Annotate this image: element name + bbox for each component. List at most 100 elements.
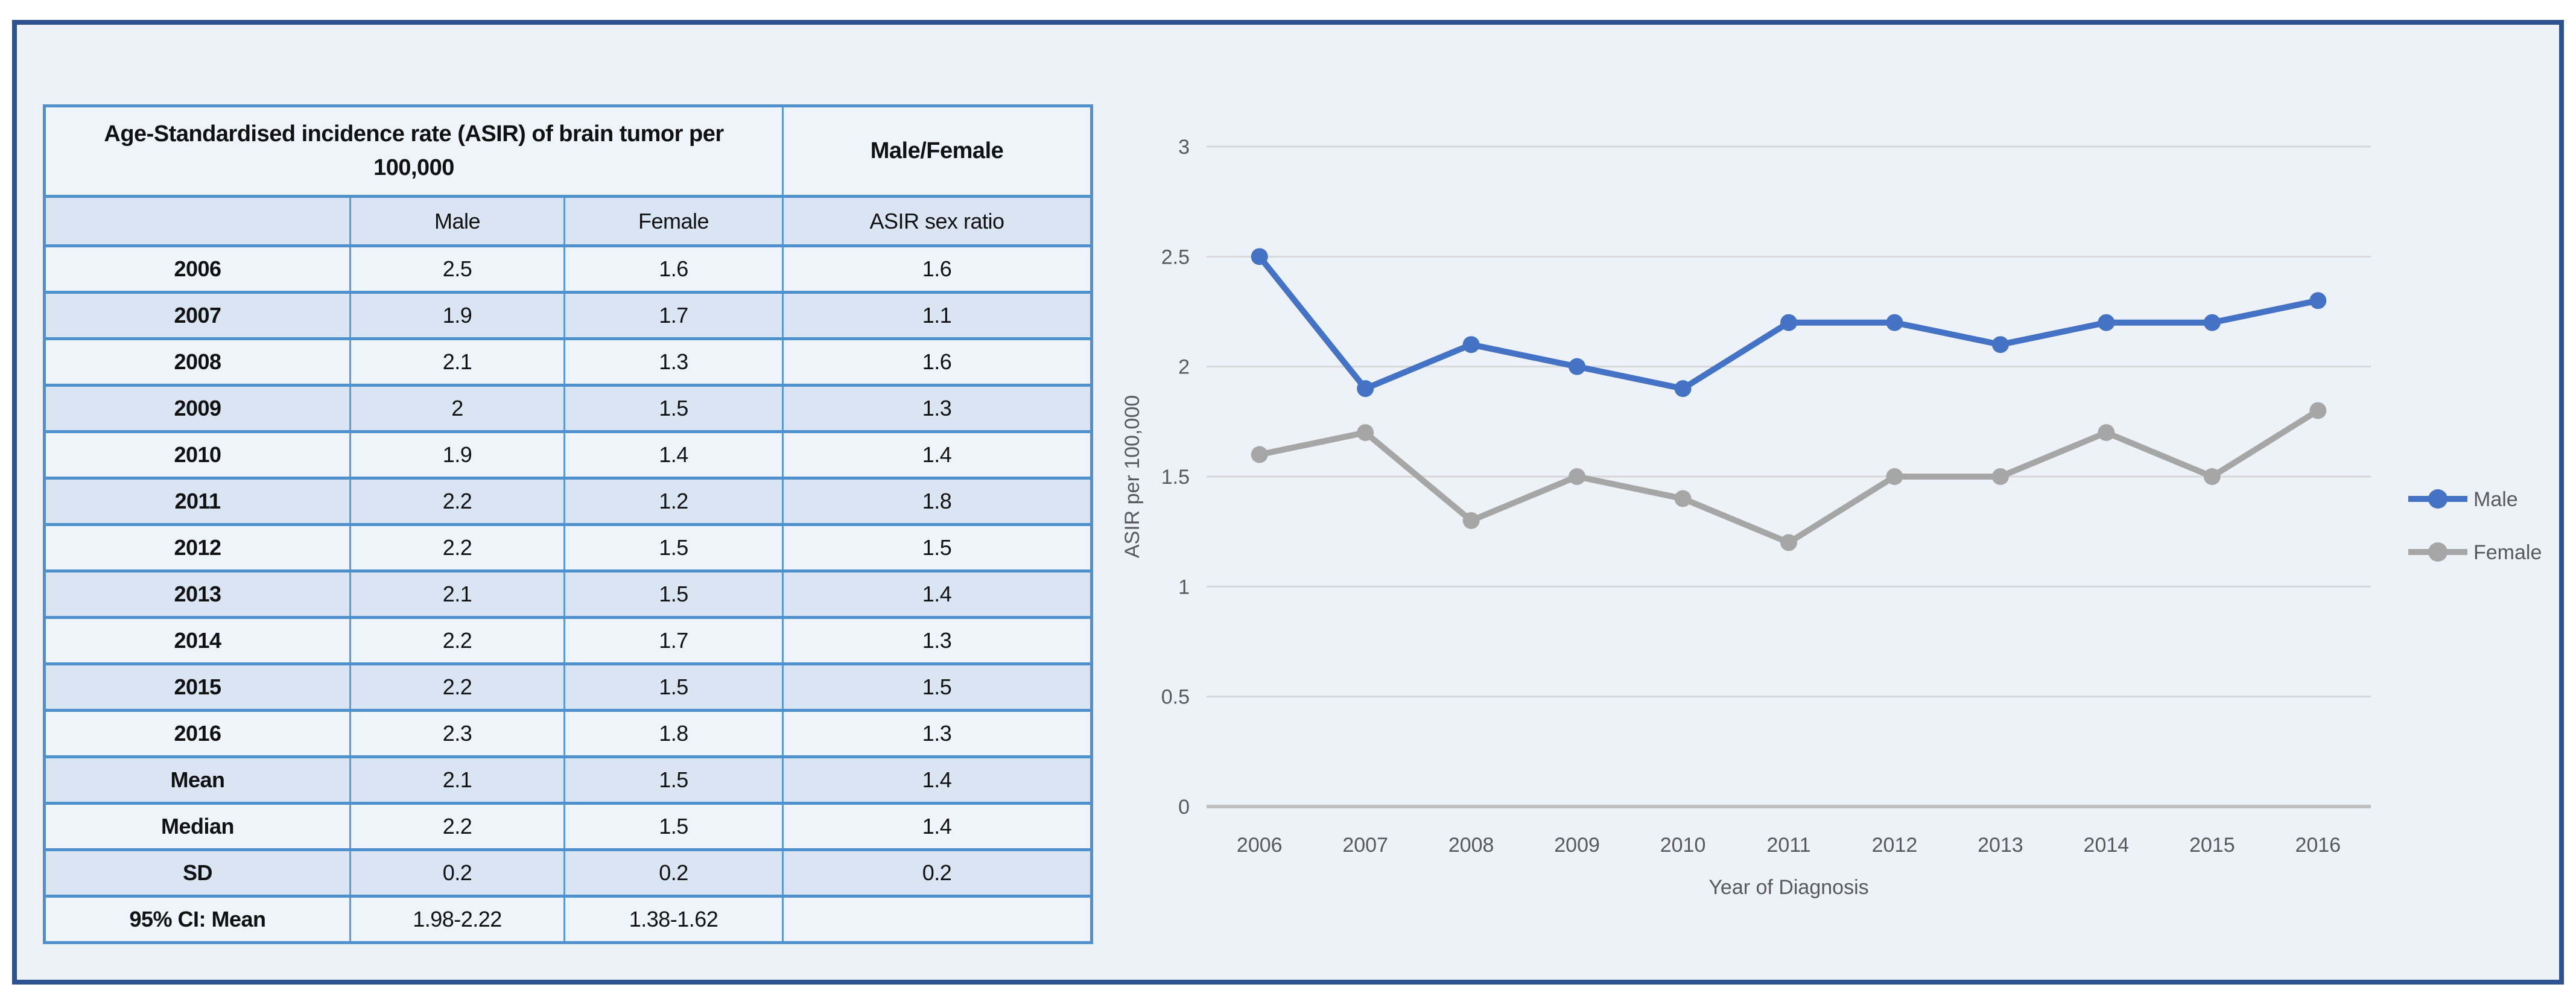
legend-male-label: Male bbox=[2473, 488, 2518, 511]
table-cell: 1.9 bbox=[349, 430, 565, 480]
row-label: 2006 bbox=[43, 244, 351, 294]
column-header-blank bbox=[43, 195, 351, 247]
female-data-point bbox=[2098, 424, 2115, 442]
table-cell: 2.5 bbox=[349, 244, 565, 294]
female-data-point bbox=[1780, 534, 1797, 551]
table-cell: 0.2 bbox=[563, 848, 784, 898]
x-tick-label: 2013 bbox=[1978, 834, 2023, 857]
table-cell: 1.4 bbox=[563, 430, 784, 480]
female-data-point bbox=[1569, 468, 1586, 485]
column-header-female: Female bbox=[563, 195, 784, 247]
y-tick-label: 3 bbox=[1178, 136, 1190, 159]
table-cell: 2.2 bbox=[349, 662, 565, 712]
male-data-point bbox=[1886, 314, 1903, 331]
table-title-row: Age-Standardised incidence rate (ASIR) o… bbox=[43, 104, 1093, 198]
table-row: 2010 1.9 1.4 1.4 bbox=[43, 430, 1093, 480]
x-axis-title: Year of Diagnosis bbox=[1708, 876, 1868, 899]
x-tick-label: 2012 bbox=[1872, 834, 1918, 857]
male-data-point bbox=[1674, 380, 1692, 398]
line-chart: 0 0.5 1 1.5 2 2.5 3 2006 2007 2008 2009 2010 2011 201… bbox=[1121, 136, 2542, 899]
male-data-point bbox=[2203, 314, 2221, 331]
female-data-point bbox=[1886, 468, 1903, 485]
table-row: 2012 2.2 1.5 1.5 bbox=[43, 523, 1093, 573]
legend-male-marker bbox=[2428, 489, 2448, 509]
asir-table-container: Age-Standardised incidence rate (ASIR) o… bbox=[43, 104, 1094, 944]
table-cell: 2.1 bbox=[349, 337, 565, 387]
table-cell: 2.1 bbox=[349, 569, 565, 619]
female-data-point bbox=[1674, 490, 1692, 507]
table-cell: 1.5 bbox=[563, 755, 784, 805]
row-label: Mean bbox=[43, 755, 351, 805]
table-cell: 1.4 bbox=[782, 755, 1093, 805]
row-label: 2008 bbox=[43, 337, 351, 387]
table-cell: 1.1 bbox=[782, 291, 1093, 340]
table-cell: 1.5 bbox=[563, 662, 784, 712]
table-cell: 1.6 bbox=[782, 244, 1093, 294]
x-tick-label: 2016 bbox=[2295, 834, 2341, 857]
row-label: 2013 bbox=[43, 569, 351, 619]
male-data-point bbox=[2309, 292, 2327, 309]
table-cell: 1.8 bbox=[782, 477, 1093, 526]
table-cell: 1.4 bbox=[782, 802, 1093, 851]
column-header-male: Male bbox=[349, 195, 565, 247]
female-data-point bbox=[1357, 424, 1374, 442]
row-label: 2009 bbox=[43, 384, 351, 433]
table-cell: 0.2 bbox=[349, 848, 565, 898]
male-data-point bbox=[2098, 314, 2115, 331]
row-label: 2015 bbox=[43, 662, 351, 712]
asir-table: Age-Standardised incidence rate (ASIR) o… bbox=[43, 104, 1094, 944]
y-tick-label: 1 bbox=[1178, 576, 1190, 598]
table-cell: 1.5 bbox=[563, 523, 784, 573]
figure-panel: Age-Standardised incidence rate (ASIR) o… bbox=[12, 20, 2564, 985]
table-header-row: Male Female ASIR sex ratio bbox=[43, 195, 1093, 247]
table-row: 2007 1.9 1.7 1.1 bbox=[43, 291, 1093, 340]
table-cell: 1.3 bbox=[563, 337, 784, 387]
row-label: 2014 bbox=[43, 616, 351, 665]
table-cell: 1.9 bbox=[349, 291, 565, 340]
female-data-point bbox=[1991, 468, 2009, 485]
male-data-point bbox=[1991, 336, 2009, 354]
table-row: 2008 2.1 1.3 1.6 bbox=[43, 337, 1093, 387]
row-label: 95% CI: Mean bbox=[43, 895, 351, 944]
table-row: 2006 2.5 1.6 1.6 bbox=[43, 244, 1093, 294]
female-data-point bbox=[1251, 446, 1268, 463]
table-cell: 1.5 bbox=[782, 523, 1093, 573]
table-row: 2015 2.2 1.5 1.5 bbox=[43, 662, 1093, 712]
x-tick-label: 2014 bbox=[2084, 834, 2130, 857]
legend-female-marker bbox=[2428, 542, 2448, 562]
male-data-point bbox=[1569, 358, 1586, 375]
table-cell: 1.5 bbox=[563, 802, 784, 851]
x-tick-label: 2010 bbox=[1660, 834, 1706, 857]
x-tick-label: 2007 bbox=[1342, 834, 1388, 857]
table-cell: 2.2 bbox=[349, 802, 565, 851]
table-row: 2011 2.2 1.2 1.8 bbox=[43, 477, 1093, 526]
table-row: SD 0.2 0.2 0.2 bbox=[43, 848, 1093, 898]
table-row: Median 2.2 1.5 1.4 bbox=[43, 802, 1093, 851]
table-cell: 2.1 bbox=[349, 755, 565, 805]
table-row: 2014 2.2 1.7 1.3 bbox=[43, 616, 1093, 665]
table-cell: 2.3 bbox=[349, 709, 565, 758]
table-cell: 1.5 bbox=[563, 569, 784, 619]
y-axis-title: ASIR per 100,000 bbox=[1121, 395, 1144, 558]
y-tick-label: 2.5 bbox=[1161, 246, 1190, 268]
table-row: 2013 2.1 1.5 1.4 bbox=[43, 569, 1093, 619]
column-header-sex-ratio: ASIR sex ratio bbox=[782, 195, 1093, 247]
table-cell: 1.2 bbox=[563, 477, 784, 526]
y-tick-label: 2 bbox=[1178, 356, 1190, 379]
table-row: 95% CI: Mean 1.98-2.22 1.38-1.62 bbox=[43, 895, 1093, 944]
table-cell: 1.6 bbox=[782, 337, 1093, 387]
x-tick-label: 2008 bbox=[1448, 834, 1494, 857]
table-title-ratio: Male/Female bbox=[782, 104, 1093, 198]
table-row: 2016 2.3 1.8 1.3 bbox=[43, 709, 1093, 758]
female-data-point bbox=[2309, 402, 2327, 419]
table-cell: 2.2 bbox=[349, 616, 565, 665]
table-cell: 2 bbox=[349, 384, 565, 433]
table-cell: 2.2 bbox=[349, 477, 565, 526]
x-tick-label: 2011 bbox=[1766, 834, 1810, 857]
table-cell bbox=[782, 895, 1093, 944]
table-row: 2009 2 1.5 1.3 bbox=[43, 384, 1093, 433]
table-cell: 1.3 bbox=[782, 709, 1093, 758]
row-label: 2010 bbox=[43, 430, 351, 480]
table-cell: 1.5 bbox=[563, 384, 784, 433]
row-label: 2012 bbox=[43, 523, 351, 573]
